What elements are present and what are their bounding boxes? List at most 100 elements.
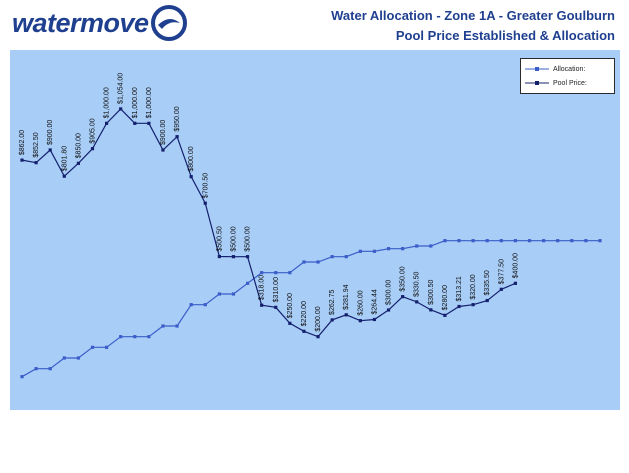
pool-price-point xyxy=(415,300,419,304)
price-label: $900.00 xyxy=(160,120,167,145)
pool-price-point xyxy=(499,287,503,291)
pool-price-point xyxy=(189,175,193,179)
allocation-point xyxy=(542,239,546,243)
legend-pool-price-swatch xyxy=(525,81,549,85)
pool-price-point xyxy=(175,135,179,139)
price-label: $801.80 xyxy=(61,146,68,171)
price-label: $500.00 xyxy=(230,226,237,251)
price-label: $500.50 xyxy=(216,226,223,251)
allocation-point xyxy=(415,244,419,248)
allocation-point xyxy=(471,239,475,243)
allocation-point xyxy=(556,239,560,243)
price-label: $200.00 xyxy=(315,306,322,331)
allocation-line xyxy=(21,240,600,378)
pool-price-point xyxy=(217,254,221,259)
pool-price-point xyxy=(372,317,377,322)
watermove-swirl-icon xyxy=(151,5,187,41)
allocation-point xyxy=(513,239,518,243)
allocation-point xyxy=(175,324,179,328)
price-label: $330.50 xyxy=(414,271,421,296)
pool-price-point xyxy=(203,201,207,205)
pool-price-line xyxy=(21,108,516,338)
pool-price-point xyxy=(288,321,292,325)
price-label: $220.00 xyxy=(301,301,308,326)
pool-price-point xyxy=(513,281,518,285)
chart-header: watermove Water Allocation - Zone 1A - G… xyxy=(0,0,629,50)
allocation-series xyxy=(20,239,602,379)
pool-price-point xyxy=(62,174,66,178)
pool-price-point xyxy=(274,305,278,309)
price-label: $1,054.00 xyxy=(118,73,125,104)
allocation-point xyxy=(119,335,123,339)
price-label: $1,000.00 xyxy=(146,87,153,118)
pool-price-point xyxy=(386,308,391,312)
pool-price-point xyxy=(485,298,489,303)
plot-background xyxy=(10,50,620,410)
price-label: $280.00 xyxy=(442,285,449,310)
legend-pool-price: Pool Price: xyxy=(525,77,587,89)
pool-price-point xyxy=(104,121,109,125)
watermove-logo: watermove xyxy=(12,8,149,38)
pool-price-point xyxy=(133,121,137,125)
price-label: $281.94 xyxy=(343,284,350,309)
pool-price-point xyxy=(48,148,52,152)
pool-price-point xyxy=(245,255,250,259)
legend-pool-price-label: Pool Price: xyxy=(553,79,587,87)
pool-price-point xyxy=(471,303,475,307)
pool-price-point xyxy=(260,303,264,307)
x-axis-area xyxy=(0,410,629,473)
price-label: $262.75 xyxy=(329,290,336,315)
allocation-point xyxy=(104,345,109,349)
price-label: $300.00 xyxy=(386,280,393,305)
price-label: $862.00 xyxy=(19,130,26,155)
allocation-point xyxy=(203,303,207,307)
pool-price-point xyxy=(401,295,405,299)
allocation-point xyxy=(260,271,264,275)
price-label: $310.00 xyxy=(273,277,280,302)
pool-price-point xyxy=(429,308,433,312)
legend-allocation-label: Allocation: xyxy=(553,65,586,73)
allocation-point xyxy=(90,345,95,349)
allocation-point xyxy=(161,324,165,328)
price-label: $950.00 xyxy=(174,106,181,131)
chart-plot-area: $862.00 $852.50 $900.00 $801.80 $850.00 $905.… xyxy=(10,50,620,410)
pool-price-point xyxy=(231,255,236,259)
allocation-point xyxy=(584,239,588,243)
price-label: $300.50 xyxy=(428,279,435,304)
allocation-point xyxy=(443,239,447,243)
pool-price-point xyxy=(344,313,348,317)
pool-price-point xyxy=(457,304,461,309)
allocation-point xyxy=(429,244,433,248)
allocation-point xyxy=(485,239,489,243)
pool-price-point xyxy=(330,318,334,322)
chart-legend: Allocation: Pool Price: xyxy=(520,58,615,94)
allocation-point xyxy=(62,356,66,360)
price-label: $260.00 xyxy=(357,290,364,315)
pool-price-point xyxy=(34,161,38,165)
allocation-point xyxy=(147,335,151,339)
allocation-point xyxy=(358,249,362,253)
allocation-point xyxy=(598,239,602,243)
chart-subtitle: Pool Price Established & Allocation xyxy=(395,28,615,43)
allocation-point xyxy=(34,367,38,371)
allocation-point xyxy=(48,367,52,371)
price-label: $250.00 xyxy=(287,293,294,318)
allocation-point xyxy=(245,281,250,285)
legend-allocation: Allocation: xyxy=(525,63,585,75)
allocation-point xyxy=(302,260,306,264)
allocation-point xyxy=(330,255,334,259)
price-label: $313.21 xyxy=(456,276,463,301)
pool-price-point xyxy=(161,148,165,152)
allocation-point xyxy=(288,271,292,275)
pool-price-point xyxy=(358,319,362,323)
price-labels: $862.00 $852.50 $900.00 $801.80 $850.00 $905.… xyxy=(19,73,519,332)
allocation-point xyxy=(217,292,221,296)
allocation-point xyxy=(316,260,320,264)
price-label: $318.00 xyxy=(259,275,266,300)
chart-title: Water Allocation - Zone 1A - Greater Gou… xyxy=(331,8,615,23)
price-label: $350.00 xyxy=(400,266,407,291)
allocation-point xyxy=(499,239,503,243)
price-label: $850.00 xyxy=(75,133,82,158)
allocation-point xyxy=(76,356,80,360)
price-label: $800.00 xyxy=(188,146,195,171)
